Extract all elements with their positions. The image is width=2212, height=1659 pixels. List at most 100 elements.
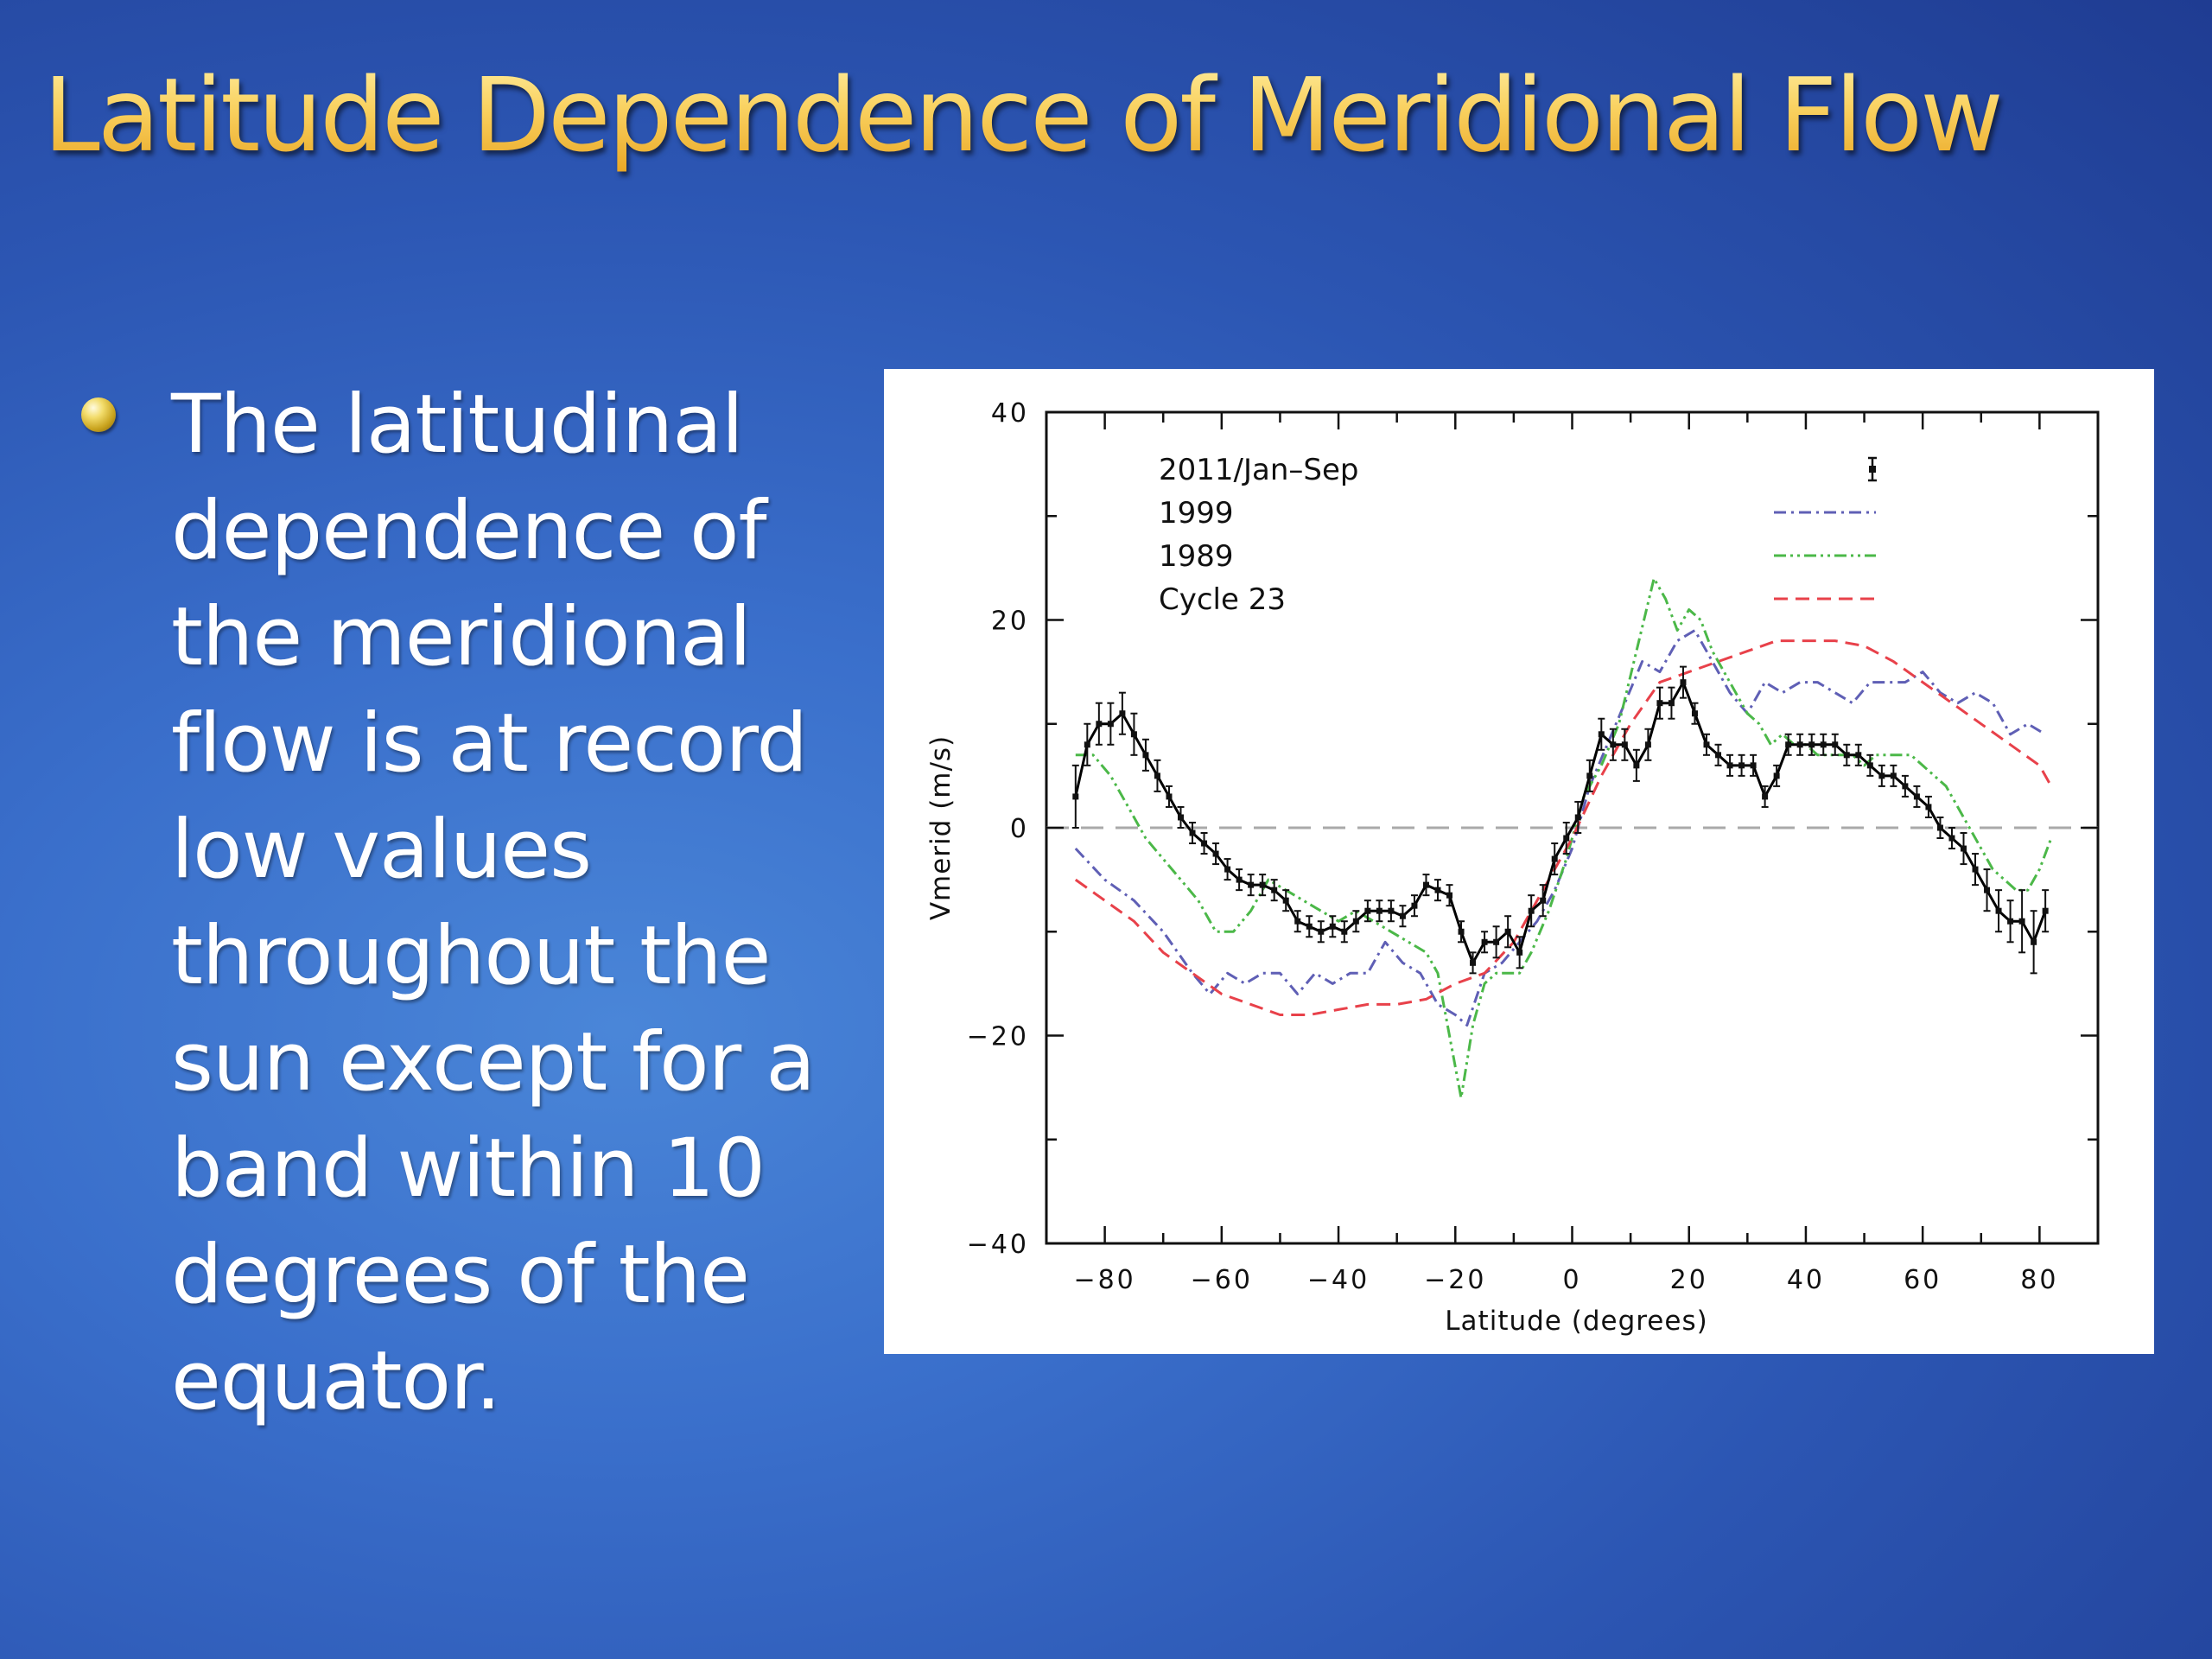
legend-label: 2011/Jan–Sep: [1159, 453, 1358, 487]
data-point-2011-jan-sep: [1761, 785, 1769, 808]
bullet-text: The latitudinal dependence of the meridi…: [171, 378, 816, 1428]
data-point-2011-jan-sep: [1200, 832, 1208, 855]
data-marker: [1130, 731, 1137, 738]
chart-panel: −80 −60 −40 −20 0 20 40 60 80 −40 −20 0 20 40 Latitude…: [884, 369, 2154, 1354]
data-point-2011-jan-sep: [1598, 717, 1605, 751]
data-marker: [1376, 907, 1382, 914]
data-point-2011-jan-sep: [1340, 920, 1348, 944]
data-marker: [1504, 928, 1511, 935]
data-point-2011-jan-sep: [1224, 858, 1231, 881]
data-marker: [1621, 741, 1628, 748]
data-marker: [1843, 752, 1850, 759]
data-point-2011-jan-sep: [1983, 868, 1991, 912]
data-marker: [1855, 752, 1862, 759]
data-marker: [1388, 907, 1395, 914]
data-marker: [2042, 907, 2049, 914]
data-marker: [1913, 793, 1920, 800]
data-marker: [1750, 762, 1757, 769]
data-marker: [1995, 907, 2002, 914]
data-point-2011-jan-sep: [1586, 759, 1593, 792]
data-point-2011-jan-sep: [1306, 915, 1313, 938]
data-marker: [1294, 918, 1301, 925]
data-marker: [1598, 731, 1605, 738]
data-marker: [1411, 902, 1418, 909]
x-tick-label: −80: [1073, 1265, 1135, 1295]
legend-label: Cycle 23: [1159, 582, 1286, 617]
data-marker: [1785, 741, 1792, 748]
data-marker: [1458, 928, 1465, 935]
legend-label: 1999: [1159, 496, 1234, 531]
data-marker: [1972, 866, 1979, 873]
x-tick-label: −60: [1191, 1265, 1253, 1295]
data-marker: [1399, 912, 1406, 919]
data-marker: [1271, 887, 1278, 893]
data-point-2011-jan-sep: [1995, 889, 2003, 933]
legend-entry-cycle-23: Cycle 23: [1159, 582, 1876, 617]
data-point-2011-jan-sep: [1679, 665, 1687, 699]
data-point-2011-jan-sep: [1808, 733, 1815, 756]
data-point-2011-jan-sep: [1422, 874, 1430, 897]
legend-entry-2011-jan-sep: 2011/Jan–Sep: [1159, 453, 1877, 487]
data-marker: [1259, 881, 1266, 888]
data-marker: [1668, 700, 1675, 707]
data-marker: [1119, 710, 1126, 717]
data-point-2011-jan-sep: [1118, 691, 1126, 735]
data-marker: [1341, 928, 1348, 935]
legend-entry-1989: 1989: [1159, 539, 1876, 574]
data-marker: [1248, 881, 1255, 888]
data-point-2011-jan-sep: [2006, 899, 2014, 944]
data-marker: [1306, 923, 1313, 930]
series-line-1989: [1075, 576, 2053, 1100]
data-marker: [1107, 721, 1114, 728]
data-point-2011-jan-sep: [1656, 686, 1663, 720]
data-point-2011-jan-sep: [1551, 842, 1559, 876]
data-marker: [1715, 752, 1722, 759]
data-marker: [2031, 938, 2037, 945]
data-marker: [1808, 741, 1815, 748]
data-point-2011-jan-sep: [1773, 764, 1781, 787]
data-marker: [1948, 835, 1955, 842]
x-tick-label: −20: [1424, 1265, 1486, 1295]
series-line-2011-jan-sep: [1074, 681, 2047, 964]
data-point-2011-jan-sep: [1492, 925, 1500, 959]
data-marker: [2018, 918, 2025, 925]
data-point-2011-jan-sep: [1936, 816, 1944, 840]
data-point-2011-jan-sep: [1294, 910, 1301, 933]
data-marker: [1096, 721, 1103, 728]
data-point-2011-jan-sep: [1878, 764, 1885, 787]
data-marker: [1178, 814, 1185, 821]
data-marker: [1586, 772, 1593, 779]
series-line-cycle-23: [1074, 639, 2053, 1016]
legend-marker-sample: [1869, 466, 1876, 473]
data-point-2011-jan-sep: [1376, 899, 1383, 923]
data-point-2011-jan-sep: [1609, 728, 1617, 761]
data-point-2011-jan-sep: [1387, 899, 1395, 923]
data-marker: [1866, 762, 1873, 769]
data-point-2011-jan-sep: [1726, 753, 1734, 777]
data-marker: [1446, 892, 1453, 899]
data-point-2011-jan-sep: [1901, 774, 1909, 798]
data-marker: [1878, 772, 1885, 779]
data-point-2011-jan-sep: [1165, 785, 1173, 808]
data-marker: [1610, 741, 1617, 748]
data-marker: [1936, 824, 1943, 831]
data-point-2011-jan-sep: [1433, 879, 1441, 902]
data-marker: [1364, 907, 1371, 914]
x-tick-label: 60: [1904, 1265, 1942, 1295]
y-tick-label: −20: [967, 1022, 1029, 1052]
data-point-2011-jan-sep: [1363, 899, 1371, 923]
x-axis-label: Latitude (degrees): [1445, 1306, 1707, 1337]
data-point-2011-jan-sep: [1317, 920, 1325, 944]
data-marker: [1890, 772, 1897, 779]
data-point-2011-jan-sep: [1621, 728, 1629, 761]
data-marker: [1072, 793, 1079, 800]
data-marker: [1528, 907, 1535, 914]
data-point-2011-jan-sep: [1796, 733, 1804, 756]
slide-title: Latitude Dependence of Meridional Flow: [43, 50, 2186, 180]
y-tick-label: 40: [991, 398, 1029, 429]
data-point-2011-jan-sep: [1539, 884, 1547, 918]
data-marker: [1329, 923, 1336, 930]
data-marker: [1762, 793, 1769, 800]
data-marker: [1574, 814, 1581, 821]
data-marker: [1493, 938, 1500, 945]
